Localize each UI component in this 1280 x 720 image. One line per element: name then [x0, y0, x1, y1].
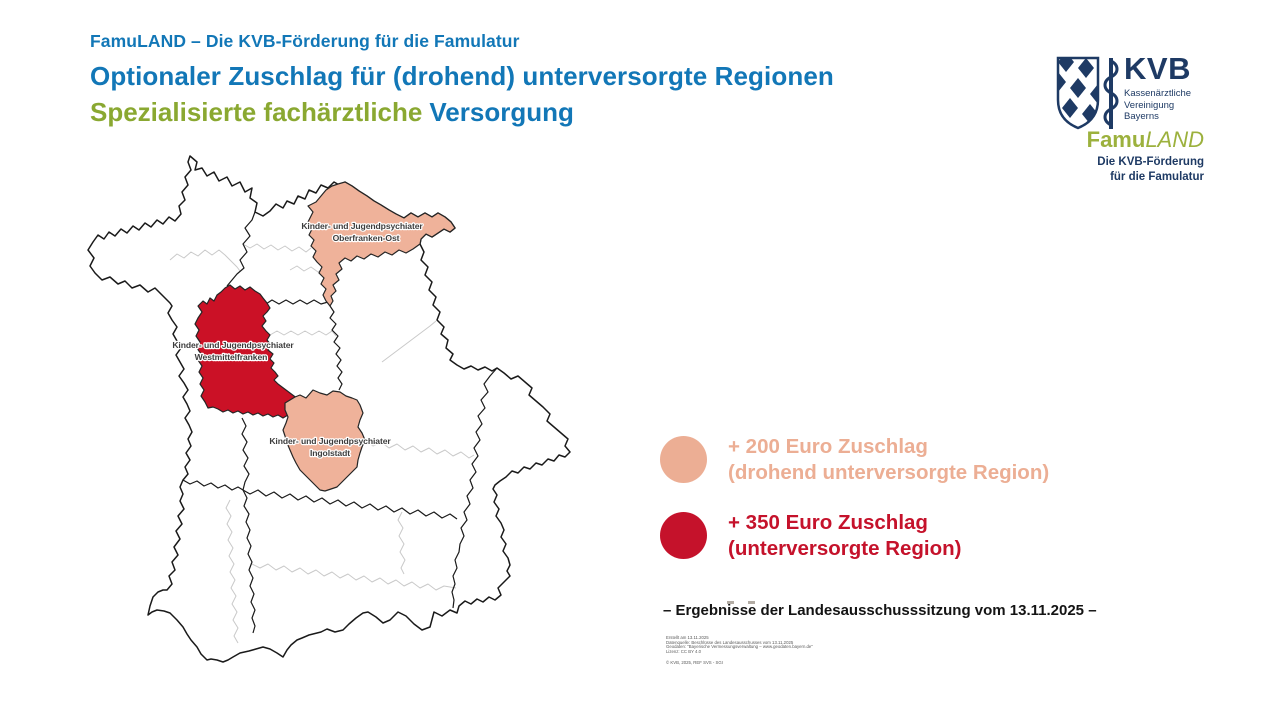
svg-text:Kinder- und Jugendpsychiater: Kinder- und Jugendpsychiater — [269, 436, 391, 446]
svg-text:Kinder- und Jugendpsychiater: Kinder- und Jugendpsychiater — [301, 221, 423, 231]
map-region-label-ingolstadt: Kinder- und Jugendpsychiater Ingolstadt — [268, 435, 393, 459]
kvb-org-name: Kassenärztliche Vereinigung Bayerns — [1124, 88, 1192, 122]
header-block: FamuLAND – Die KVB-Förderung für die Fam… — [90, 31, 834, 128]
famuland-tagline: Die KVB-Förderung für die Famulatur — [1097, 156, 1204, 183]
map-region-label-oberfranken-ost: Kinder- und Jugendpsychiater Oberfranken… — [300, 220, 425, 244]
legend-swatch-salmon — [660, 436, 707, 483]
bavaria-shield-icon — [1056, 56, 1119, 130]
page-title: Optionaler Zuschlag für (drohend) unterv… — [90, 61, 834, 91]
legend-label-200: + 200 Euro Zuschlag (drohend unterversor… — [728, 435, 1050, 484]
svg-text:Westmittelfranken: Westmittelfranken — [195, 352, 268, 362]
page-subtitle: Spezialisierte fachärztliche Versorgung — [90, 97, 834, 128]
results-line: – Ergebnisse der Landesausschusssitzung … — [663, 602, 1097, 619]
svg-text:Kinder- und Jugendpsychiater: Kinder- und Jugendpsychiater — [172, 340, 294, 350]
subtitle-green: Spezialisierte fachärztliche — [90, 97, 423, 127]
famuland-wordmark: FamuLAND Die KVB-Förderung für die Famul… — [1056, 128, 1204, 185]
scale-marks — [727, 591, 769, 609]
legend-item-200: + 200 Euro Zuschlag (drohend unterversor… — [660, 435, 1050, 486]
map-region-westmittelfranken — [194, 284, 304, 419]
copyright-line: © KVB, 2025, REF SVS - SGI — [666, 660, 723, 665]
subtitle-blue: Versorgung — [429, 97, 574, 127]
map-region-label-westmittelfranken: Kinder- und Jugendpsychiater Westmittelf… — [171, 339, 296, 363]
kvb-wordmark: KVB — [1124, 51, 1191, 86]
bavaria-map: Kinder- und Jugendpsychiater Oberfranken… — [80, 140, 640, 700]
svg-text:Oberfranken-Ost: Oberfranken-Ost — [333, 233, 400, 243]
eyebrow-title: FamuLAND – Die KVB-Förderung für die Fam… — [90, 31, 520, 51]
district-border-gray — [169, 249, 241, 272]
fineprint: Erstellt am 13.11.2025 Datenquelle: Besc… — [666, 635, 813, 654]
legend-swatch-red — [660, 512, 707, 559]
legend-item-350: + 350 Euro Zuschlag (unterversorgte Regi… — [660, 511, 962, 562]
legend-label-350: + 350 Euro Zuschlag (unterversorgte Regi… — [728, 511, 962, 560]
map-region-ingolstadt — [282, 389, 366, 492]
map-region-oberfranken-ost — [306, 181, 456, 307]
kvb-logo: KVB Kassenärztliche Vereinigung Bayerns — [1056, 51, 1206, 130]
svg-text:Ingolstadt: Ingolstadt — [310, 448, 350, 458]
aesculapius-staff-icon — [1103, 58, 1119, 129]
district-border-black — [226, 211, 256, 287]
